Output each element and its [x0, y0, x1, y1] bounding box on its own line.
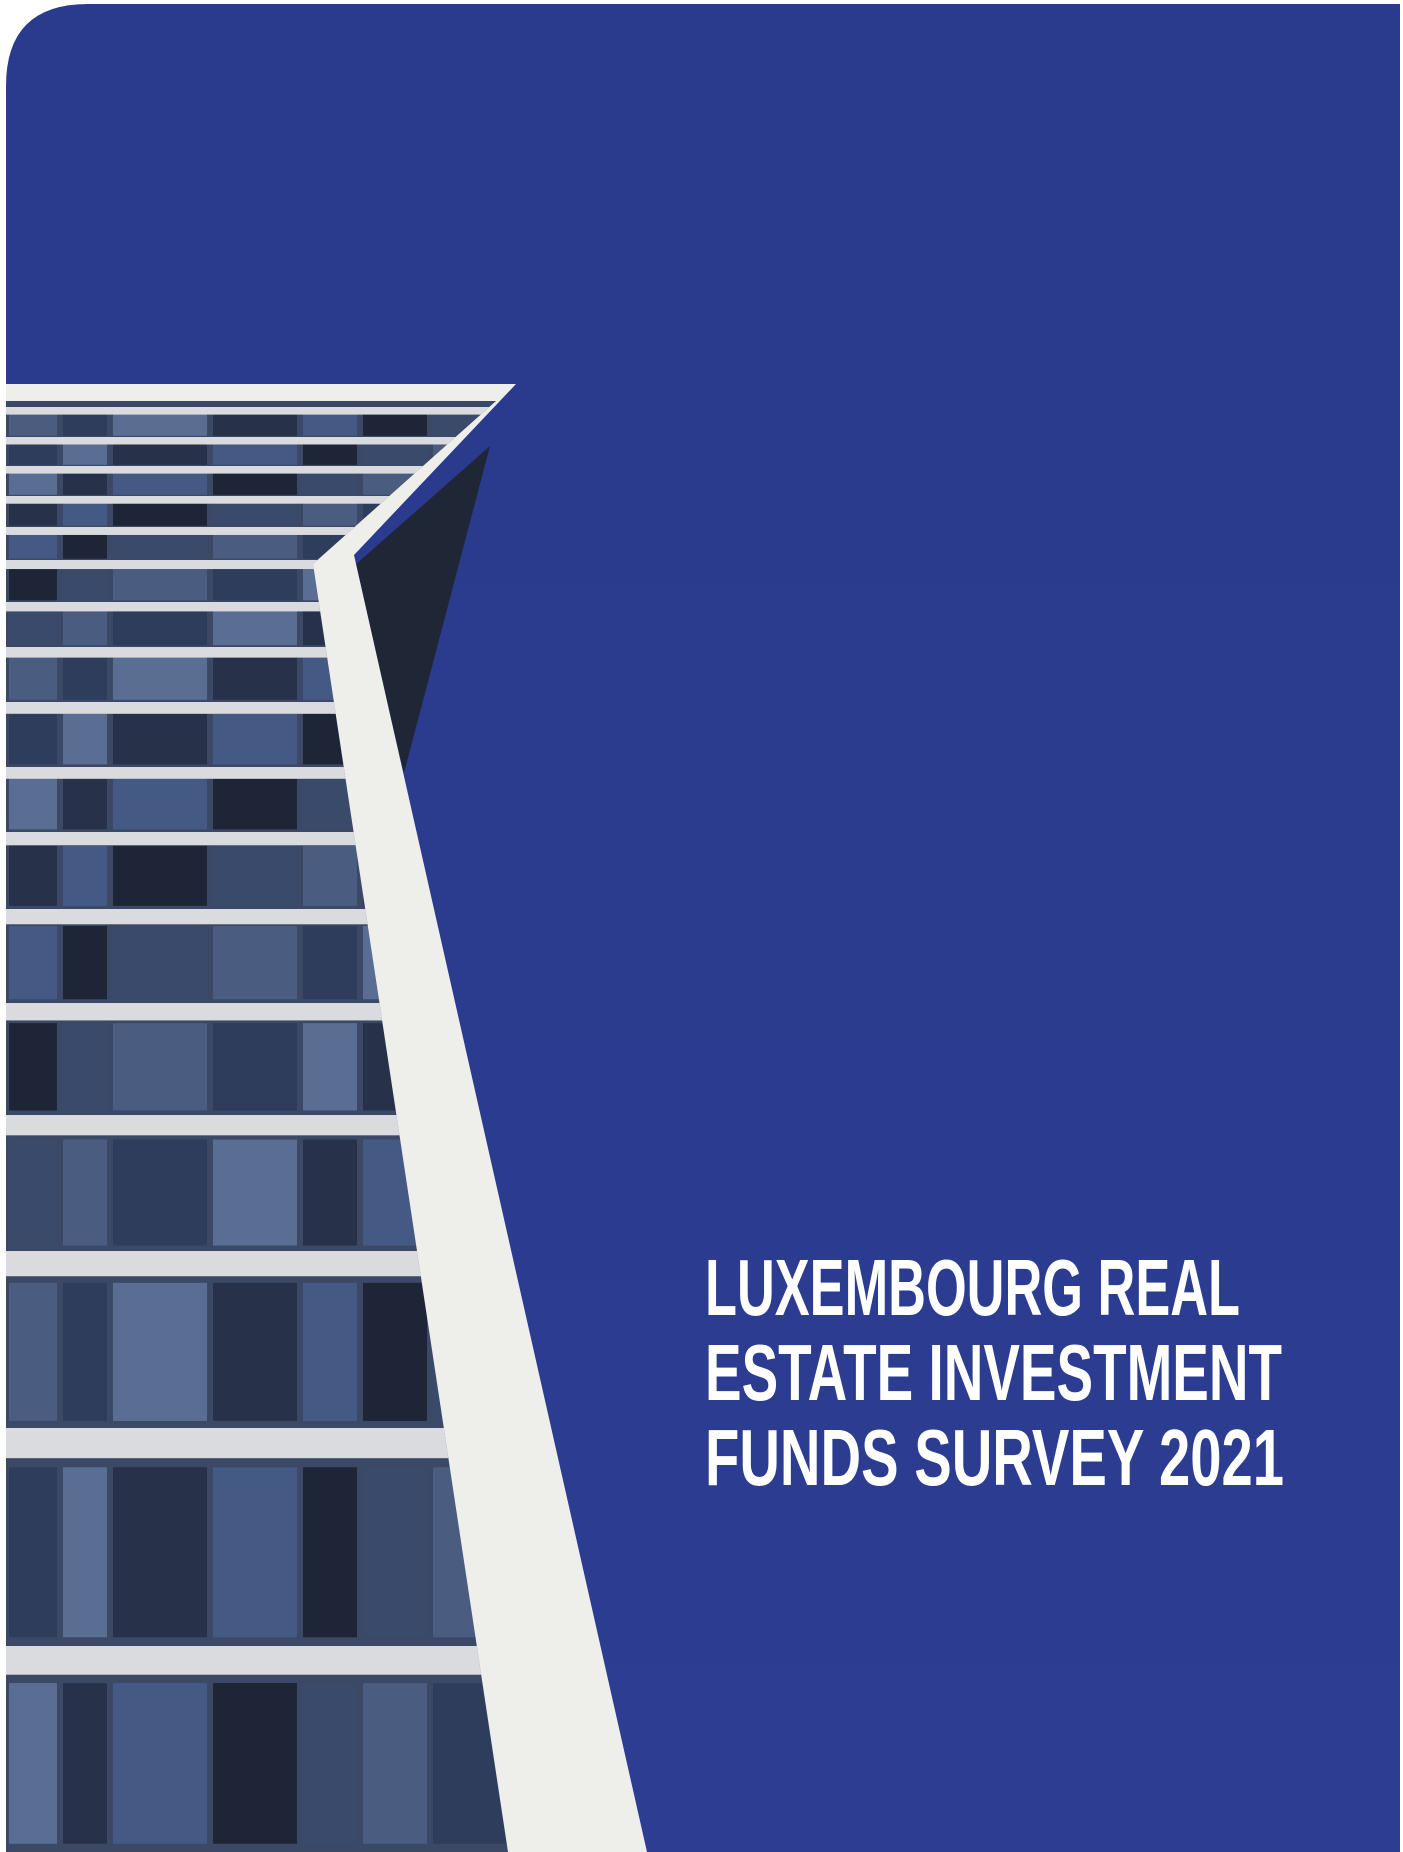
window-pane [63, 412, 107, 435]
window-pane [363, 1467, 427, 1637]
window-pane [213, 533, 297, 559]
window-pane [63, 533, 107, 559]
window-pane [63, 926, 107, 999]
window-pane [213, 442, 297, 465]
floor-band [0, 1428, 520, 1458]
window-pane [113, 1023, 207, 1110]
window-pane [113, 1467, 207, 1637]
window-pane [113, 846, 207, 906]
window-pane [113, 502, 207, 526]
window-pane [9, 714, 57, 765]
window-pane [9, 533, 57, 559]
window-pane [113, 926, 207, 999]
window-pane [113, 533, 207, 559]
window-pane [9, 610, 57, 645]
window-pane [303, 1683, 357, 1844]
window-pane [303, 1023, 357, 1110]
cover: LUXEMBOURG REAL ESTATE INVESTMENT FUNDS … [0, 0, 1403, 1852]
window-pane [63, 442, 107, 465]
window-pane [63, 1683, 107, 1844]
cover-title-line: FUNDS SURVEY 2021 [705, 1413, 1284, 1502]
window-pane [213, 779, 297, 830]
window-pane [213, 846, 297, 906]
cover-title-line: ESTATE INVESTMENT [705, 1328, 1282, 1417]
window-pane [113, 610, 207, 645]
window-pane [113, 471, 207, 494]
window-pane [213, 1467, 297, 1637]
window-pane [9, 1139, 57, 1245]
cover-title-line: LUXEMBOURG REAL [705, 1243, 1240, 1332]
window-pane [113, 412, 207, 435]
window-pane [213, 1683, 297, 1844]
floor-band [0, 1646, 520, 1675]
window-pane [9, 1467, 57, 1637]
window-pane [63, 568, 107, 601]
window-pane [9, 412, 57, 435]
window-pane [63, 502, 107, 526]
window-pane [303, 412, 357, 435]
window-pane [9, 779, 57, 830]
window-pane [363, 412, 427, 435]
window-pane [9, 1023, 57, 1110]
window-pane [303, 502, 357, 526]
window-pane [213, 471, 297, 494]
window-pane [63, 779, 107, 830]
window-pane [303, 1283, 357, 1421]
window-pane [213, 1139, 297, 1245]
window-pane [213, 610, 297, 645]
window-pane [9, 657, 57, 700]
window-pane [213, 714, 297, 765]
window-pane [113, 657, 207, 700]
floor-band [0, 407, 520, 415]
window-pane [363, 1283, 427, 1421]
window-pane [63, 1467, 107, 1637]
window-pane [113, 779, 207, 830]
window-pane [9, 926, 57, 999]
window-pane [63, 1283, 107, 1421]
window-pane [303, 846, 357, 906]
window-pane [63, 471, 107, 494]
window-pane [63, 1139, 107, 1245]
window-pane [113, 568, 207, 601]
window-pane [113, 714, 207, 765]
window-pane [9, 846, 57, 906]
window-pane [113, 1139, 207, 1245]
window-pane [9, 502, 57, 526]
window-pane [63, 714, 107, 765]
window-pane [213, 568, 297, 601]
window-pane [63, 657, 107, 700]
window-pane [9, 1683, 57, 1844]
window-pane [9, 442, 57, 465]
window-pane [63, 610, 107, 645]
window-pane [363, 1683, 427, 1844]
window-pane [213, 502, 297, 526]
window-pane [113, 442, 207, 465]
window-pane [213, 1283, 297, 1421]
cover-panel [0, 0, 1403, 1852]
window-pane [113, 1283, 207, 1421]
window-pane [213, 1023, 297, 1110]
window-pane [9, 568, 57, 601]
window-pane [9, 1283, 57, 1421]
floor-band [0, 437, 520, 444]
window-pane [303, 471, 357, 494]
window-pane [113, 1683, 207, 1844]
window-pane [363, 442, 427, 465]
window-pane [303, 442, 357, 465]
window-pane [303, 1467, 357, 1637]
page: LUXEMBOURG REAL ESTATE INVESTMENT FUNDS … [0, 0, 1403, 1852]
window-pane [303, 926, 357, 999]
window-pane [303, 1139, 357, 1245]
window-pane [63, 846, 107, 906]
window-pane [213, 412, 297, 435]
window-pane [9, 471, 57, 494]
window-pane [213, 657, 297, 700]
window-pane [213, 926, 297, 999]
window-pane [63, 1023, 107, 1110]
